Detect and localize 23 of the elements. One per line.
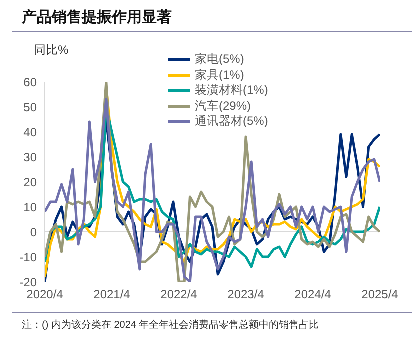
x-tick-label: 2024/4 (294, 288, 332, 302)
x-tick-label: 2021/4 (94, 288, 131, 302)
text: 注：() 内为该分类在 2024 年全年社会消费品零售总额中的销售占比 (22, 318, 320, 332)
legend-label: 装潢材料(1%) (195, 83, 268, 98)
chart-title: 产品销售提振作用显著 (22, 8, 172, 27)
x-tick-label: 2025/4 (362, 288, 399, 302)
legend-label: 家具(1%) (195, 68, 244, 83)
y-tick-label: -20 (20, 275, 38, 290)
y-tick-label: 40 (24, 125, 38, 140)
y-tick-label: 0 (30, 225, 38, 240)
y-tick-label: 50 (24, 100, 38, 114)
y-tick-label: 30 (24, 150, 38, 164)
y-tick-label: 10 (24, 200, 38, 214)
legend-label: 家电(5%) (195, 52, 244, 68)
x-tick-label: 2023/4 (228, 288, 265, 302)
x-tick-label: 2022/4 (160, 288, 198, 302)
y-tick-label: 60 (24, 75, 38, 90)
legend-label: 汽车(29%) (195, 98, 252, 114)
legend-label: 通讯器材(5%) (195, 114, 268, 130)
y-tick-label: 20 (24, 175, 38, 190)
x-tick-label: 2020/4 (26, 288, 64, 302)
y-tick-label: -10 (20, 250, 38, 264)
y-axis-title: 同比% (34, 42, 69, 59)
